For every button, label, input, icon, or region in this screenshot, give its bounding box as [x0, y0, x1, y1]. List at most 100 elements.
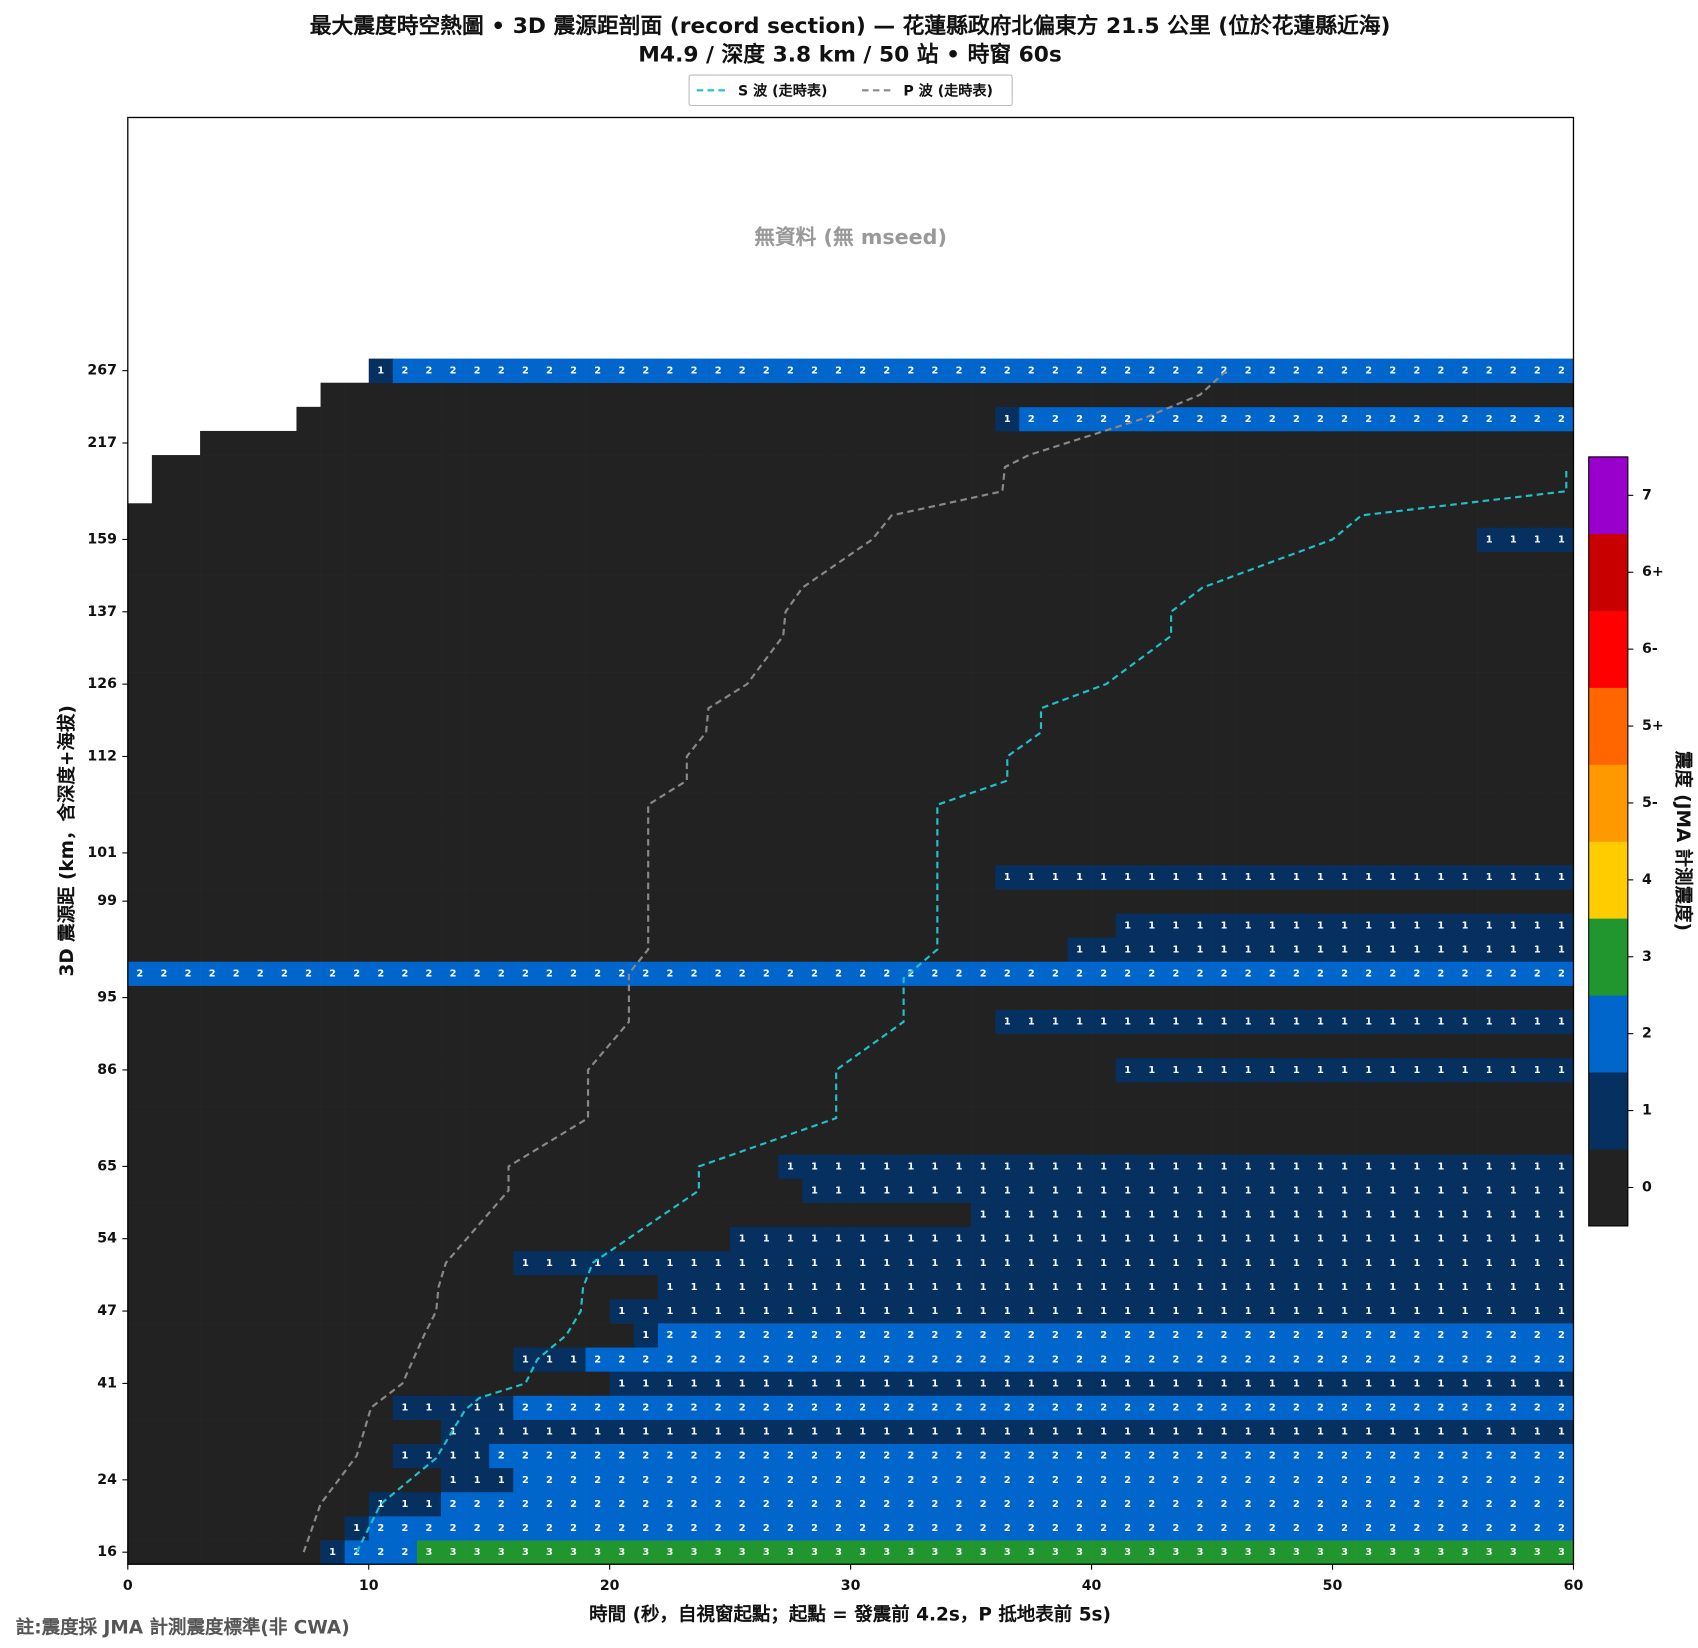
heatmap-cell [1019, 792, 1044, 818]
heatmap-cell [1236, 889, 1261, 914]
heatmap-cell [874, 575, 900, 601]
heatmap-cell [344, 816, 370, 842]
cell-label: 1 [1028, 1258, 1035, 1269]
heatmap-cell [561, 623, 586, 649]
heatmap-cell [513, 430, 538, 456]
heatmap-cell [995, 1516, 1020, 1541]
heatmap-cell [537, 1516, 562, 1541]
heatmap-cell [344, 1347, 370, 1372]
heatmap-cell [1477, 1323, 1502, 1348]
heatmap-cell [657, 406, 683, 432]
cell-label: 1 [1510, 1161, 1517, 1172]
heatmap-cell [1284, 382, 1309, 408]
heatmap-cell [151, 1033, 177, 1059]
heatmap-cell [947, 1516, 972, 1541]
cell-label: 1 [1341, 1017, 1348, 1028]
heatmap-cell [1428, 1419, 1454, 1445]
heatmap-cell [272, 599, 297, 625]
cell-label: 2 [907, 1523, 914, 1534]
heatmap-cell [151, 455, 177, 480]
heatmap-cell [465, 1516, 490, 1541]
heatmap-cell [1501, 720, 1526, 745]
cell-label: 1 [1052, 1306, 1059, 1317]
heatmap-cell [898, 792, 924, 818]
heatmap-cell [151, 1106, 177, 1131]
cell-label: 2 [763, 968, 770, 979]
heatmap-cell [248, 1250, 273, 1276]
heatmap-cell [368, 1106, 394, 1131]
cell-label: 2 [1004, 1499, 1011, 1510]
cell-label: 1 [1341, 1282, 1348, 1293]
heatmap-cell [1284, 720, 1309, 745]
heatmap-cell [1452, 792, 1478, 818]
cell-label: 2 [1486, 1330, 1493, 1341]
cell-label: 1 [1197, 1065, 1204, 1076]
cell-label: 2 [932, 1499, 939, 1510]
cell-label: 2 [426, 1523, 433, 1534]
heatmap-cell [513, 913, 538, 938]
cell-label: 1 [1413, 1306, 1420, 1317]
cell-label: 1 [1173, 1427, 1180, 1438]
heatmap-cell [465, 1347, 490, 1372]
cell-label: 1 [1365, 920, 1372, 931]
cell-label: 2 [667, 1403, 674, 1414]
cell-label: 2 [667, 366, 674, 377]
cell-label: 2 [1100, 968, 1107, 979]
heatmap-cell [874, 1130, 900, 1155]
heatmap-cell [1525, 672, 1550, 697]
heatmap-cell [633, 744, 659, 769]
heatmap-cell [633, 1516, 659, 1541]
heatmap-cell [826, 406, 851, 432]
heatmap-cell [513, 623, 538, 649]
heatmap-cell [1308, 696, 1333, 721]
heatmap-cell [585, 696, 611, 721]
cell-label: 2 [1438, 1451, 1445, 1462]
heatmap-cell [826, 479, 851, 504]
heatmap-cell [1163, 455, 1189, 480]
heatmap-cell [1501, 599, 1526, 625]
heatmap-cell [1284, 1250, 1309, 1276]
heatmap-cell [200, 455, 225, 480]
heatmap-cell [681, 479, 707, 504]
heatmap-cell [416, 1033, 442, 1059]
cell-label: 1 [1197, 1378, 1204, 1389]
heatmap-cell [441, 430, 466, 456]
heatmap-cell [1067, 1516, 1092, 1541]
cell-label: 1 [1052, 1282, 1059, 1293]
cell-label: 2 [618, 1499, 625, 1510]
heatmap-cell [1043, 1250, 1068, 1276]
heatmap-cell [1332, 889, 1357, 914]
heatmap-cell [127, 1491, 153, 1517]
heatmap-cell [1115, 792, 1141, 818]
heatmap-cell [730, 527, 755, 552]
cell-label: 2 [594, 1403, 601, 1414]
cell-label: 2 [522, 366, 529, 377]
heatmap-cell [1477, 1419, 1502, 1445]
cell-label: 2 [932, 1475, 939, 1486]
heatmap-cell [995, 1250, 1020, 1276]
cell-label: 2 [1462, 1475, 1469, 1486]
heatmap-cell [1477, 1467, 1502, 1493]
heatmap-cell [1019, 382, 1044, 408]
heatmap-cell [272, 1419, 297, 1445]
heatmap-cell [1428, 1274, 1454, 1300]
heatmap-cell [224, 1081, 249, 1107]
cell-label: 1 [1317, 1234, 1324, 1245]
heatmap-cell [1187, 792, 1213, 818]
cell-label: 2 [980, 1499, 987, 1510]
heatmap-cell [1260, 889, 1285, 914]
cell-label: 1 [1028, 1185, 1035, 1196]
heatmap-cell [1115, 1106, 1141, 1131]
x-tick-label: 0 [123, 1578, 133, 1594]
heatmap-cell [1115, 527, 1141, 552]
heatmap-cell [368, 1057, 394, 1083]
heatmap-cell [513, 1106, 538, 1131]
heatmap-cell [1477, 575, 1502, 601]
heatmap-cell [320, 430, 345, 456]
heatmap-cell [224, 599, 249, 625]
heatmap-cell [561, 1371, 586, 1396]
heatmap-cell [1477, 503, 1502, 528]
heatmap-cell [1380, 503, 1406, 528]
heatmap-cell [175, 768, 201, 793]
cell-label: 3 [1052, 1547, 1059, 1558]
